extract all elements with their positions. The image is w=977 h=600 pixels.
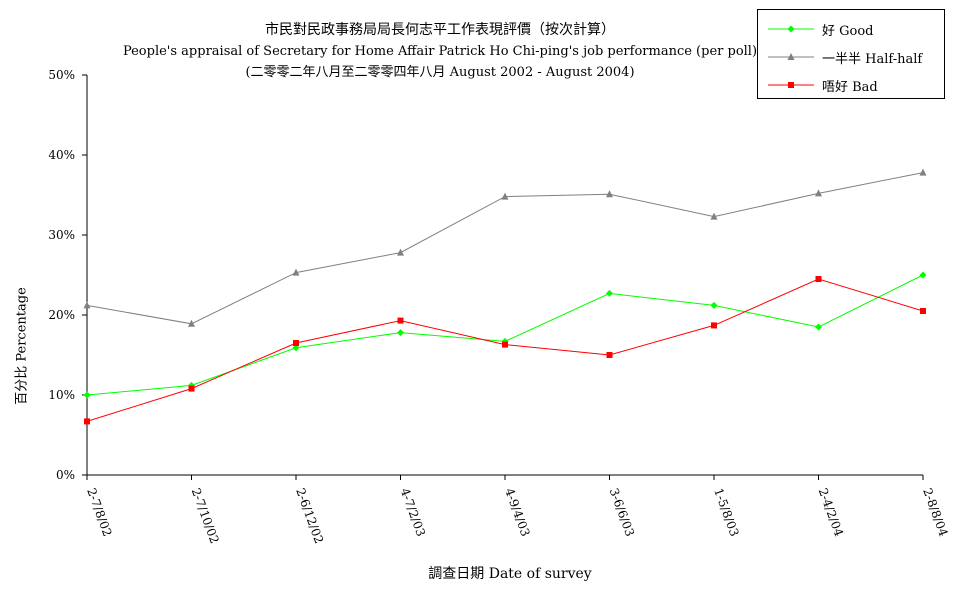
data-point-good bbox=[919, 271, 927, 279]
legend-item-bad: 唔好 Bad bbox=[758, 75, 944, 95]
legend-item-good: 好 Good bbox=[758, 19, 944, 39]
legend-swatch-half-half bbox=[768, 53, 814, 60]
data-point-bad bbox=[711, 322, 717, 329]
chart-axes bbox=[86, 75, 923, 476]
x-tick-label: 2-7/8/02 bbox=[84, 486, 114, 538]
data-point-bad bbox=[188, 385, 195, 392]
legend-swatch-bad bbox=[768, 82, 814, 88]
y-tick-label: 40% bbox=[48, 148, 75, 162]
data-point-half-half bbox=[188, 319, 195, 327]
data-point-bad bbox=[397, 317, 404, 324]
data-point-good bbox=[292, 344, 300, 352]
legend-marker-half-half bbox=[787, 53, 795, 60]
data-point-half-half bbox=[710, 212, 718, 220]
x-tick-label: 1-5/8/03 bbox=[711, 486, 741, 538]
data-point-bad bbox=[502, 341, 508, 348]
data-point-half-half bbox=[292, 268, 300, 276]
chart-series bbox=[83, 168, 927, 425]
data-point-bad bbox=[920, 308, 926, 314]
data-point-bad bbox=[815, 276, 822, 282]
data-point-good bbox=[815, 323, 822, 331]
data-point-good bbox=[397, 329, 404, 337]
chart-period: (二零零二年八月至二零零四年八月 August 2002 - August 20… bbox=[245, 65, 635, 80]
y-tick-label: 20% bbox=[48, 308, 75, 322]
series-good bbox=[83, 271, 927, 399]
legend-label-bad: 唔好 Bad bbox=[822, 80, 878, 95]
y-tick-label: 50% bbox=[48, 68, 75, 82]
y-axis-label: 百分比 Percentage bbox=[14, 287, 30, 405]
x-axis-label: 調查日期 Date of survey bbox=[428, 566, 592, 582]
legend-label-good: 好 Good bbox=[822, 24, 874, 39]
data-point-half-half bbox=[501, 192, 509, 200]
chart-title-block: 市民對民政事務局局長何志平工作表現評價（按次計算） People's appra… bbox=[0, 20, 880, 83]
series-bad bbox=[84, 276, 926, 425]
data-point-good bbox=[606, 289, 613, 297]
chart-legend: 好 Good 一半半 Half-half 唔好 Bad bbox=[757, 9, 945, 99]
data-point-half-half bbox=[606, 190, 613, 198]
x-tick-label: 2-8/8/04 bbox=[920, 486, 950, 538]
y-tick-label: 10% bbox=[48, 388, 75, 402]
data-point-good bbox=[83, 391, 91, 399]
legend-label-half-half: 一半半 Half-half bbox=[822, 52, 923, 67]
data-point-half-half bbox=[83, 301, 91, 309]
data-point-bad bbox=[606, 352, 613, 358]
data-point-half-half bbox=[397, 248, 404, 256]
legend-marker-bad bbox=[788, 82, 794, 88]
series-line-bad bbox=[86, 278, 924, 422]
data-point-half-half bbox=[919, 168, 927, 176]
x-tick-label: 2-4/2/04 bbox=[816, 486, 846, 538]
data-point-good bbox=[710, 301, 718, 309]
chart-title: 市民對民政事務局局長何志平工作表現評價（按次計算） bbox=[265, 22, 615, 38]
series-half-half bbox=[83, 168, 927, 327]
legend-marker-good bbox=[787, 25, 795, 33]
y-tick-label: 30% bbox=[48, 228, 75, 242]
chart-ticks: 0% 10% 20% 30% 40% 50% 2-7/8/02 2-7/10/02 2-6/12… bbox=[48, 68, 950, 545]
data-point-bad bbox=[293, 340, 299, 346]
x-tick-label: 4-9/4/03 bbox=[502, 486, 532, 538]
x-tick-label: 3-6/6/03 bbox=[607, 486, 637, 538]
series-line-good bbox=[86, 274, 924, 396]
legend-swatch-good bbox=[768, 25, 814, 33]
x-tick-label: 2-6/12/02 bbox=[293, 486, 326, 545]
x-tick-label: 2-7/10/02 bbox=[189, 486, 222, 545]
legend-item-half-half: 一半半 Half-half bbox=[758, 47, 944, 67]
data-point-bad bbox=[84, 418, 90, 425]
y-tick-label: 0% bbox=[56, 468, 75, 482]
chart-subtitle: People's appraisal of Secretary for Home… bbox=[122, 44, 758, 59]
x-tick-label: 4-7/2/03 bbox=[398, 486, 428, 538]
data-point-half-half bbox=[815, 189, 822, 197]
